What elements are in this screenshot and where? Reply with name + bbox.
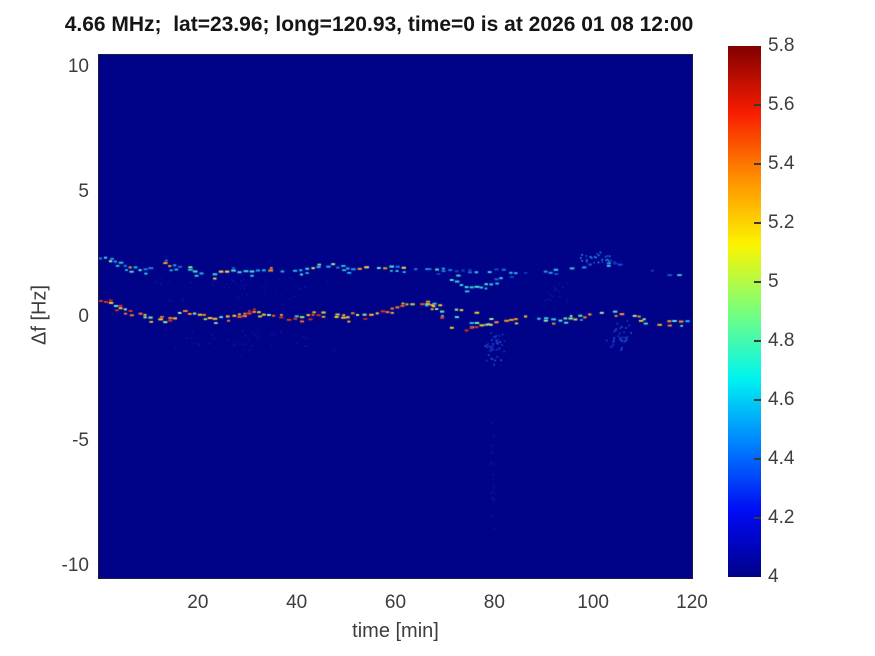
colorbar-tick-label: 4.4 bbox=[768, 448, 795, 469]
spectrogram-canvas bbox=[99, 55, 692, 578]
x-tick-label: 80 bbox=[483, 592, 505, 613]
colorbar-tick-mark bbox=[754, 163, 761, 165]
colorbar-tick-mark bbox=[754, 222, 761, 224]
chart-title: 4.66 MHz; lat=23.96; long=120.93, time=0… bbox=[64, 13, 694, 36]
y-tick-label: 10 bbox=[67, 56, 89, 78]
x-tick-label: 60 bbox=[384, 592, 407, 613]
colorbar-tick-label: 4 bbox=[768, 566, 779, 587]
x-tick-label: 120 bbox=[676, 592, 708, 613]
colorbar-tick-label: 5.2 bbox=[768, 212, 795, 233]
x-axis-label: time [min] bbox=[352, 620, 439, 642]
x-tick-label: 40 bbox=[286, 592, 308, 613]
colorbar-tick-label: 5.8 bbox=[768, 35, 795, 56]
colorbar bbox=[728, 46, 761, 577]
colorbar-tick-label: 5 bbox=[768, 271, 779, 292]
x-tick-label: 100 bbox=[577, 592, 609, 613]
x-tick-label: 20 bbox=[187, 592, 209, 613]
y-tick-label: -10 bbox=[61, 554, 89, 576]
colorbar-gradient bbox=[728, 46, 761, 577]
colorbar-tick-label: 5.6 bbox=[768, 94, 795, 115]
y-tick-label: 5 bbox=[78, 180, 89, 202]
colorbar-tick-label: 4.2 bbox=[768, 507, 795, 528]
colorbar-tick-mark bbox=[754, 104, 761, 106]
colorbar-tick-label: 5.4 bbox=[768, 153, 795, 174]
y-tick-label: -5 bbox=[72, 430, 89, 452]
colorbar-tick-mark bbox=[754, 399, 761, 401]
y-tick-label: 0 bbox=[78, 305, 89, 327]
colorbar-tick-label: 4.6 bbox=[768, 389, 795, 410]
colorbar-tick-mark bbox=[754, 458, 761, 460]
colorbar-tick-mark bbox=[754, 281, 761, 283]
colorbar-tick-mark bbox=[754, 340, 761, 342]
colorbar-tick-label: 4.8 bbox=[768, 330, 795, 351]
colorbar-tick-mark bbox=[754, 517, 761, 519]
plot-area bbox=[98, 54, 693, 579]
